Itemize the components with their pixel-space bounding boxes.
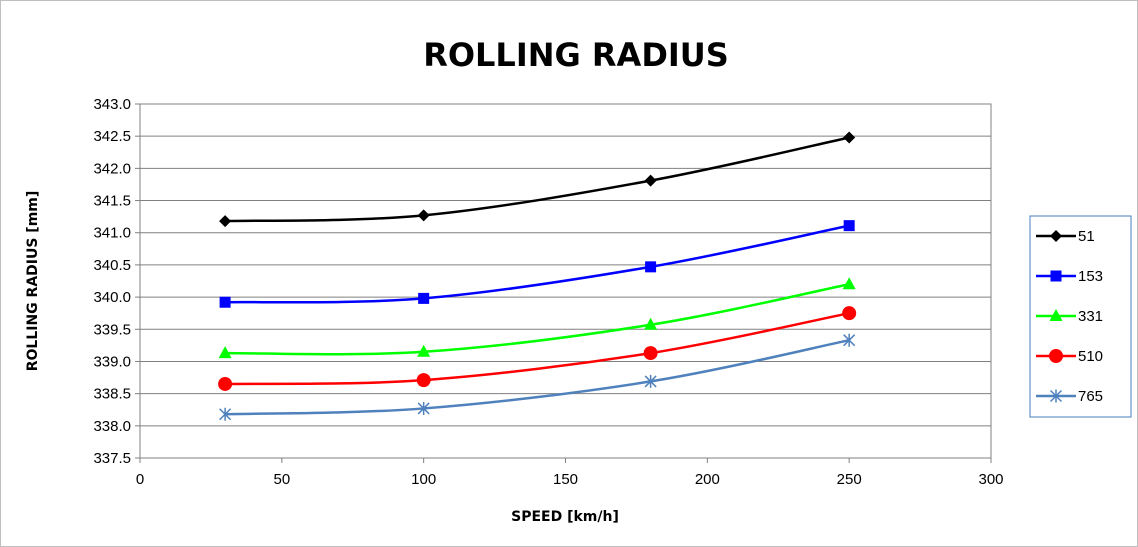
data-point bbox=[218, 346, 232, 359]
legend-swatch-marker bbox=[1049, 309, 1063, 321]
series-765 bbox=[219, 333, 856, 421]
legend-label: 331 bbox=[1078, 308, 1103, 325]
legend-swatch-marker bbox=[1050, 230, 1062, 242]
y-tick-label: 341.0 bbox=[93, 225, 131, 242]
legend-swatch-marker bbox=[1049, 349, 1063, 363]
y-tick-label: 337.5 bbox=[93, 450, 131, 467]
data-point bbox=[219, 215, 232, 228]
data-point bbox=[842, 306, 857, 321]
data-point bbox=[842, 277, 856, 290]
legend-label: 153 bbox=[1078, 268, 1103, 285]
x-tick-label: 200 bbox=[695, 471, 720, 488]
x-tick-label: 50 bbox=[273, 471, 290, 488]
y-tick-label: 338.5 bbox=[93, 386, 131, 403]
x-tick-label: 150 bbox=[553, 471, 578, 488]
data-point bbox=[843, 333, 856, 347]
y-tick-label: 338.0 bbox=[93, 418, 131, 435]
x-tick-label: 250 bbox=[837, 471, 862, 488]
legend-entry-331: 331 bbox=[1036, 308, 1103, 325]
legend-entry-51: 51 bbox=[1036, 228, 1095, 245]
data-point bbox=[219, 296, 231, 308]
data-point bbox=[644, 317, 658, 330]
data-point bbox=[643, 346, 658, 361]
series-line bbox=[225, 338, 850, 416]
series-51 bbox=[219, 131, 856, 228]
data-point bbox=[644, 374, 657, 388]
data-point bbox=[843, 220, 855, 232]
data-point bbox=[645, 261, 657, 273]
x-tick-label: 300 bbox=[978, 471, 1003, 488]
x-tick-label: 100 bbox=[411, 471, 436, 488]
legend-label: 51 bbox=[1078, 228, 1095, 245]
legend-entry-153: 153 bbox=[1036, 268, 1103, 285]
data-point bbox=[219, 407, 232, 421]
legend-label: 765 bbox=[1078, 388, 1103, 405]
series-line bbox=[225, 224, 850, 304]
y-tick-label: 340.0 bbox=[93, 289, 131, 306]
series-layer bbox=[218, 131, 857, 421]
x-axis-title: SPEED [km/h] bbox=[511, 509, 619, 525]
y-tick-label: 343.0 bbox=[93, 96, 131, 113]
data-point bbox=[418, 292, 430, 304]
data-point bbox=[417, 209, 430, 222]
y-tick-label: 342.5 bbox=[93, 128, 131, 145]
data-point bbox=[644, 174, 657, 187]
legend-label: 510 bbox=[1078, 348, 1103, 365]
y-tick-label: 339.0 bbox=[93, 353, 131, 370]
series-line bbox=[225, 136, 850, 223]
series-line bbox=[225, 311, 850, 386]
chart-title: ROLLING RADIUS bbox=[423, 36, 729, 74]
y-tick-label: 341.5 bbox=[93, 193, 131, 210]
series-line bbox=[225, 282, 850, 356]
legend-swatch-marker bbox=[1049, 389, 1063, 403]
series-153 bbox=[219, 220, 855, 308]
series-510 bbox=[218, 306, 857, 391]
legend-entry-510: 510 bbox=[1036, 348, 1103, 365]
series-331 bbox=[218, 277, 856, 359]
data-point bbox=[417, 344, 431, 357]
legend-swatch-marker bbox=[1050, 270, 1062, 282]
data-point bbox=[218, 376, 233, 391]
y-tick-label: 340.5 bbox=[93, 257, 131, 274]
tick-layer: 337.5 338.0 338.5 339.0 339.5 340.0 340.5 341.0… bbox=[93, 96, 1003, 488]
y-tick-label: 342.0 bbox=[93, 160, 131, 177]
legend-entry-765: 765 bbox=[1036, 388, 1103, 405]
x-tick-label: 0 bbox=[136, 471, 144, 488]
y-tick-label: 339.5 bbox=[93, 321, 131, 338]
data-point bbox=[416, 373, 431, 388]
data-point bbox=[843, 131, 856, 144]
y-axis-title: ROLLING RADIUS [mm] bbox=[25, 191, 41, 372]
data-point bbox=[417, 401, 430, 415]
legend: 51 153 331 510 765 bbox=[1036, 228, 1103, 405]
